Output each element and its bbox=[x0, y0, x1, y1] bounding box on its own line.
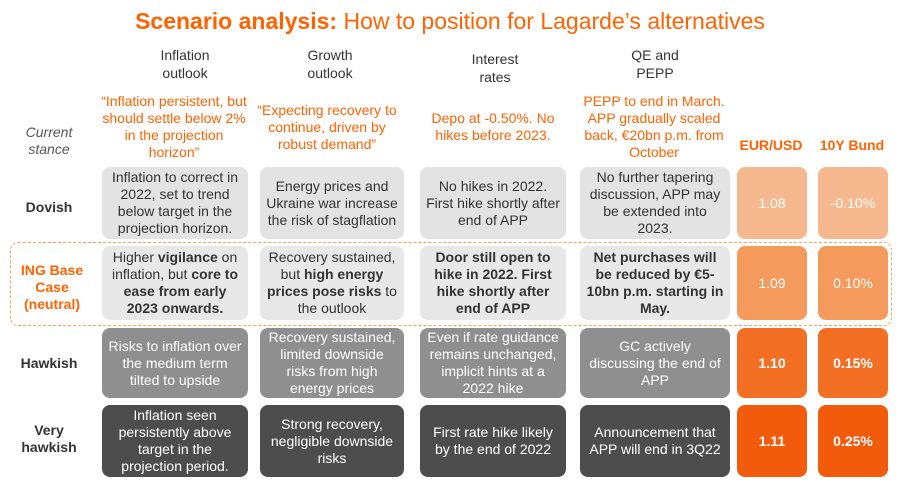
base-eurusd: 1.09 bbox=[737, 246, 807, 320]
hawkish-rates: Even if rate guidance remains unchanged,… bbox=[420, 328, 566, 398]
title-bold: Scenario analysis: bbox=[135, 8, 338, 34]
col-header-rates: Interest rates bbox=[420, 50, 570, 86]
dovish-qe: No further tapering discussion, APP may … bbox=[580, 167, 730, 239]
stance-qe: PEPP to end in March. APP gradually scal… bbox=[583, 93, 725, 160]
very-hawkish-rates: First rate hike likely by the end of 202… bbox=[420, 405, 566, 477]
col-header-rates-line1: Interest bbox=[471, 51, 519, 67]
base-growth-text: Recovery sustained, but high energy pric… bbox=[266, 249, 398, 317]
col-header-growth-line2: outlook bbox=[307, 65, 353, 81]
dovish-growth: Energy prices and Ukraine war increase t… bbox=[260, 167, 404, 239]
stance-inflation: “Inflation persistent, but should settle… bbox=[101, 93, 247, 160]
title-rest: How to position for Lagarde’s alternativ… bbox=[337, 8, 765, 34]
base-growth-t1: Recovery sustained, but bbox=[268, 249, 396, 282]
row-label-current-stance-line1: Current bbox=[25, 124, 73, 140]
base-inflation: Higher vigilance on inflation, but core … bbox=[102, 246, 248, 320]
base-inflation-b2: core to ease from early 2023 onwards. bbox=[123, 266, 239, 316]
hawkish-eurusd: 1.10 bbox=[737, 328, 807, 398]
base-growth-t2: to the outlook bbox=[297, 283, 397, 316]
row-label-base-case: ING Base Case (neutral) bbox=[14, 262, 90, 313]
dovish-inflation: Inflation to correct in 2022, set to tre… bbox=[102, 167, 248, 239]
col-header-inflation-line1: Inflation bbox=[160, 47, 210, 63]
col-header-eurusd: EUR/USD bbox=[739, 137, 803, 153]
hawkish-growth: Recovery sustained, limited downside ris… bbox=[260, 328, 404, 398]
col-header-qe-line1: QE and bbox=[631, 47, 679, 63]
dovish-bund: -0.10% bbox=[818, 167, 888, 239]
hawkish-bund: 0.15% bbox=[818, 328, 888, 398]
row-label-dovish: Dovish bbox=[25, 199, 73, 215]
base-inflation-t2: on inflation, but bbox=[111, 249, 238, 282]
row-label-very-hawkish-line1: Very bbox=[34, 422, 64, 438]
base-growth: Recovery sustained, but high energy pric… bbox=[260, 246, 404, 320]
row-label-base-line2: Case bbox=[35, 279, 69, 295]
col-header-inflation-line2: outlook bbox=[162, 65, 208, 81]
very-hawkish-bund: 0.25% bbox=[818, 405, 888, 477]
very-hawkish-eurusd: 1.11 bbox=[737, 405, 807, 477]
base-bund: 0.10% bbox=[818, 246, 888, 320]
base-case-highlight bbox=[10, 242, 892, 326]
page-title: Scenario analysis: How to position for L… bbox=[0, 8, 900, 35]
base-qe: Net purchases will be reduced by €5-10bn… bbox=[580, 246, 730, 320]
col-header-bund: 10Y Bund bbox=[819, 137, 885, 153]
col-header-qe: QE and PEPP bbox=[580, 46, 730, 82]
col-header-qe-line2: PEPP bbox=[636, 65, 674, 81]
stance-rates: Depo at -0.50%. No hikes before 2023. bbox=[431, 110, 555, 143]
row-label-hawkish: Hawkish bbox=[20, 355, 78, 371]
base-rates: Door still open to hike in 2022. First h… bbox=[420, 246, 566, 320]
base-growth-b1: high energy prices pose risks bbox=[267, 266, 384, 299]
row-label-very-hawkish-line2: hawkish bbox=[21, 439, 77, 455]
very-hawkish-qe: Announcement that APP will end in 3Q22 bbox=[580, 405, 730, 477]
stance-growth: “Expecting recovery to continue, driven … bbox=[257, 102, 397, 152]
hawkish-qe: GC actively discussing the end of APP bbox=[580, 328, 730, 398]
row-label-base-line3: (neutral) bbox=[24, 296, 80, 312]
dovish-eurusd: 1.08 bbox=[737, 167, 807, 239]
base-inflation-t1: Higher bbox=[112, 249, 158, 265]
col-header-rates-line2: rates bbox=[479, 69, 511, 85]
row-label-very-hawkish: Very hawkish bbox=[14, 422, 84, 456]
dovish-rates: No hikes in 2022. First hike shortly aft… bbox=[420, 167, 566, 239]
very-hawkish-growth: Strong recovery, negligible downside ris… bbox=[260, 405, 404, 477]
col-header-growth-line1: Growth bbox=[307, 47, 353, 63]
col-header-growth: Growth outlook bbox=[255, 46, 405, 82]
row-label-base-line1: ING Base bbox=[20, 262, 84, 278]
col-header-inflation: Inflation outlook bbox=[110, 46, 260, 82]
base-inflation-b1: vigilance bbox=[157, 249, 218, 265]
base-inflation-text: Higher vigilance on inflation, but core … bbox=[108, 249, 242, 317]
row-label-current-stance: Current stance bbox=[14, 124, 84, 158]
row-label-current-stance-line2: stance bbox=[28, 141, 70, 157]
very-hawkish-inflation: Inflation seen persistently above target… bbox=[102, 405, 248, 477]
hawkish-inflation: Risks to inflation over the medium term … bbox=[102, 328, 248, 398]
